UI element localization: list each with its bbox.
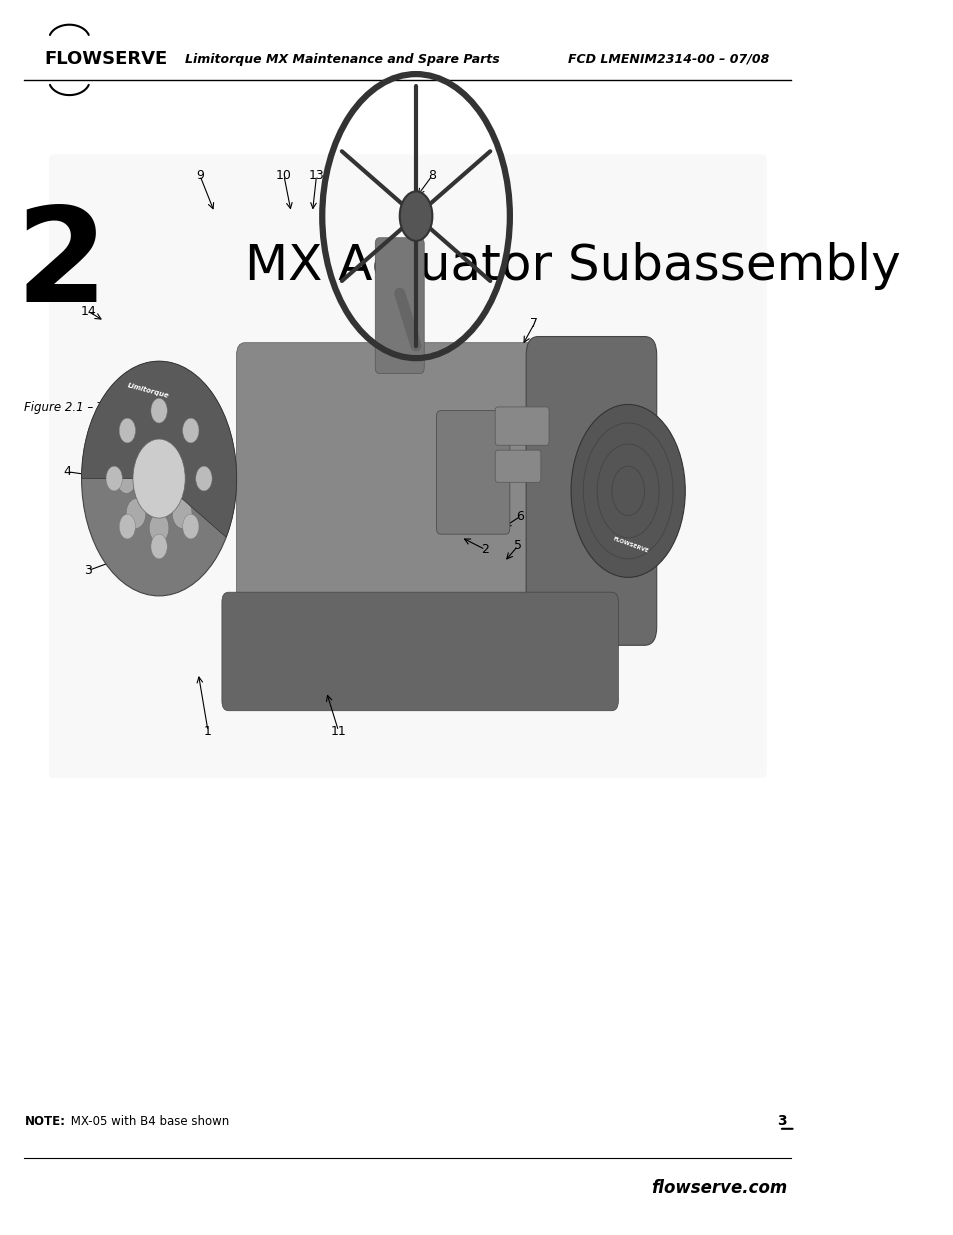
Text: 10: 10 bbox=[275, 169, 292, 182]
Text: 7: 7 bbox=[530, 317, 537, 330]
Circle shape bbox=[106, 467, 122, 492]
Circle shape bbox=[151, 398, 167, 422]
Text: FCD LMENIM2314-00 – 07/08: FCD LMENIM2314-00 – 07/08 bbox=[568, 53, 769, 65]
Text: 4: 4 bbox=[64, 466, 71, 478]
Circle shape bbox=[132, 440, 185, 519]
FancyBboxPatch shape bbox=[375, 237, 424, 373]
Circle shape bbox=[126, 429, 146, 458]
Text: 13: 13 bbox=[309, 169, 324, 182]
Circle shape bbox=[116, 463, 136, 494]
Circle shape bbox=[134, 441, 183, 516]
Circle shape bbox=[195, 467, 212, 492]
Circle shape bbox=[172, 499, 192, 529]
Text: FLOWSERVE: FLOWSERVE bbox=[45, 51, 168, 68]
Text: 3: 3 bbox=[84, 564, 91, 577]
FancyBboxPatch shape bbox=[526, 336, 656, 645]
Wedge shape bbox=[82, 362, 236, 537]
FancyBboxPatch shape bbox=[222, 592, 618, 710]
Text: MX Actuator Subassembly: MX Actuator Subassembly bbox=[245, 242, 900, 289]
Circle shape bbox=[571, 404, 684, 578]
Circle shape bbox=[149, 414, 169, 445]
Text: 14: 14 bbox=[80, 305, 96, 317]
Circle shape bbox=[182, 419, 199, 443]
Circle shape bbox=[149, 514, 169, 543]
Text: 3: 3 bbox=[777, 1114, 786, 1129]
Circle shape bbox=[172, 429, 192, 458]
Text: Figure 2.1 – Typical MX Actuator: Figure 2.1 – Typical MX Actuator bbox=[25, 401, 214, 414]
Circle shape bbox=[182, 514, 199, 538]
Text: 2: 2 bbox=[481, 543, 489, 556]
Text: 5: 5 bbox=[514, 540, 521, 552]
FancyBboxPatch shape bbox=[495, 406, 549, 445]
Circle shape bbox=[182, 463, 201, 494]
FancyBboxPatch shape bbox=[49, 154, 766, 778]
Text: 8: 8 bbox=[428, 169, 436, 182]
Circle shape bbox=[119, 514, 135, 538]
FancyBboxPatch shape bbox=[236, 342, 562, 640]
Text: Limitorque MX Maintenance and Spare Parts: Limitorque MX Maintenance and Spare Part… bbox=[185, 53, 499, 65]
Text: FLOWSERVE: FLOWSERVE bbox=[611, 536, 648, 553]
Text: flowserve.com: flowserve.com bbox=[650, 1179, 786, 1197]
Circle shape bbox=[151, 534, 167, 558]
Circle shape bbox=[82, 361, 236, 597]
Circle shape bbox=[119, 419, 135, 443]
Circle shape bbox=[126, 499, 146, 529]
Text: Limitorque: Limitorque bbox=[127, 383, 170, 399]
Text: 2: 2 bbox=[15, 203, 107, 329]
FancyBboxPatch shape bbox=[436, 410, 509, 535]
Text: 9: 9 bbox=[195, 169, 204, 182]
Text: 6: 6 bbox=[516, 510, 524, 522]
Text: NOTE:: NOTE: bbox=[25, 1115, 66, 1128]
Text: MX-05 with B4 base shown: MX-05 with B4 base shown bbox=[67, 1115, 229, 1128]
Circle shape bbox=[399, 191, 432, 241]
Text: 11: 11 bbox=[331, 725, 346, 737]
Text: 1: 1 bbox=[204, 725, 212, 737]
FancyBboxPatch shape bbox=[495, 450, 540, 482]
